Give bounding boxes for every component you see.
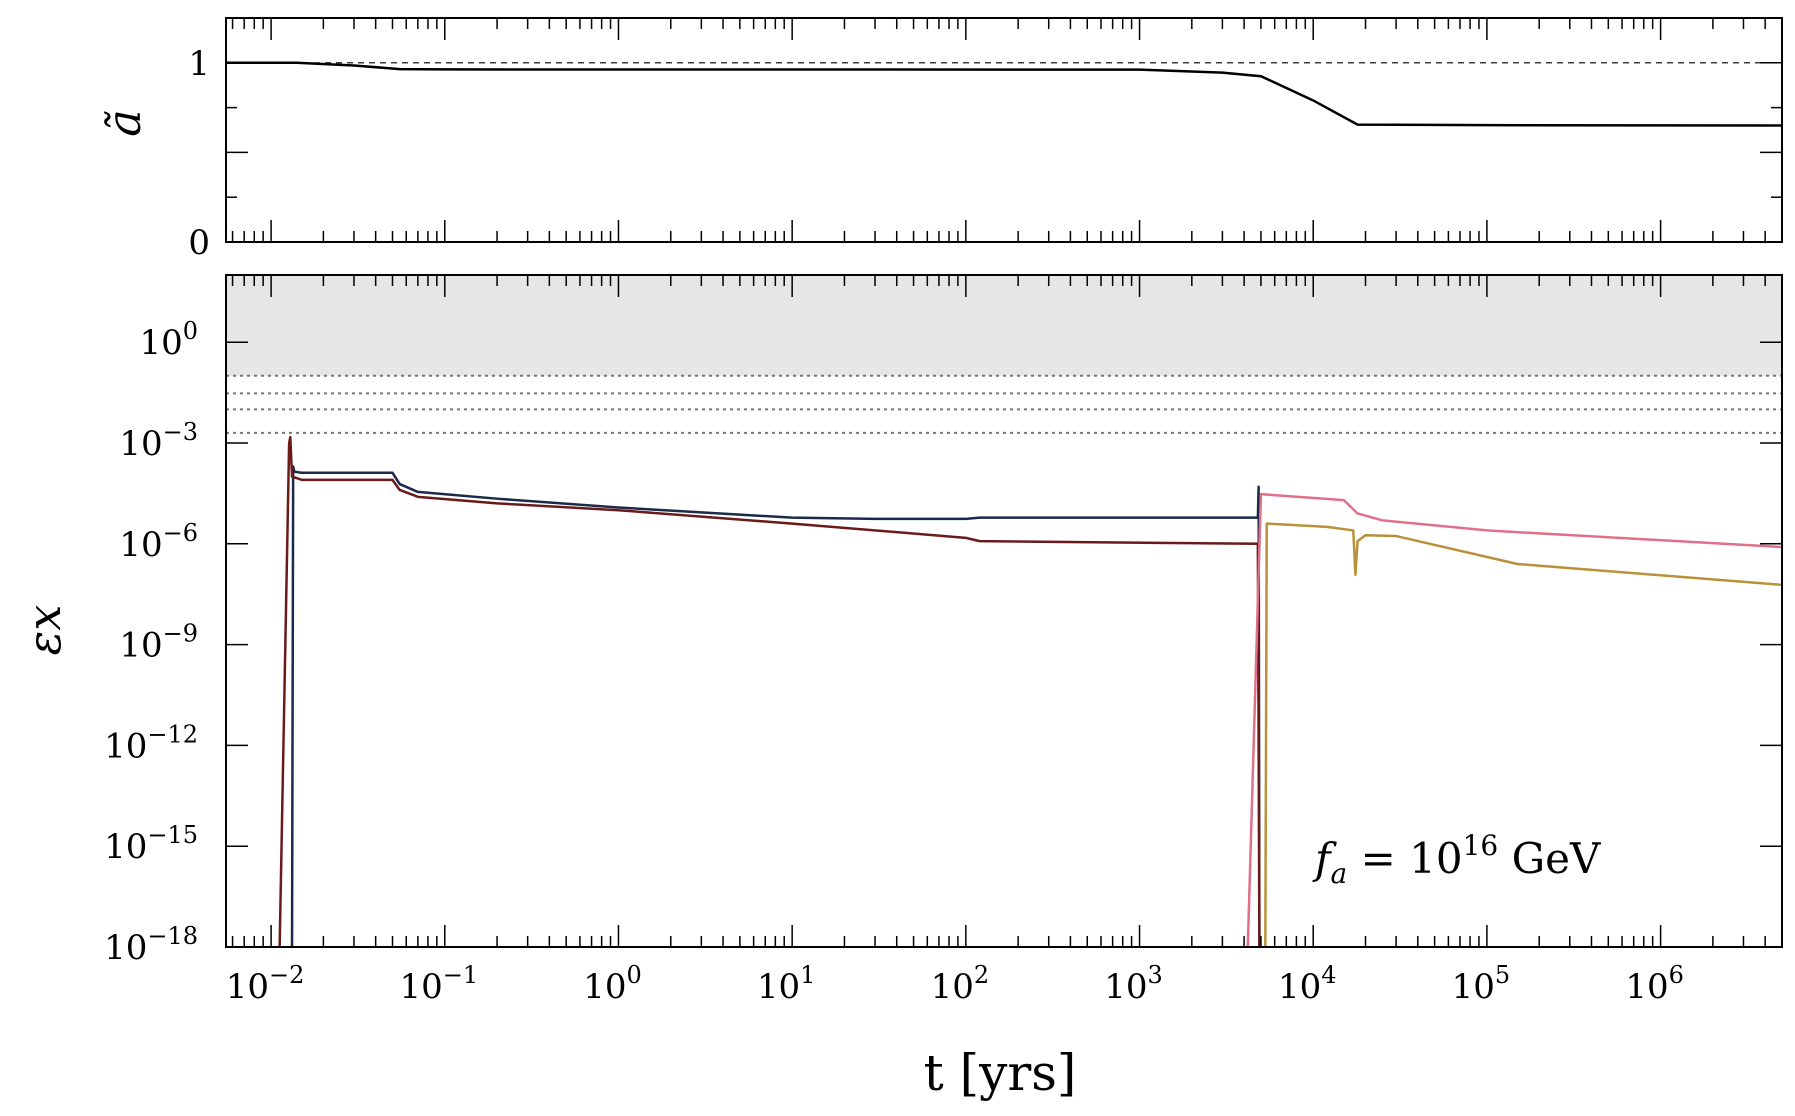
y-tick-label: 10−3 [119, 418, 198, 464]
x-tick-label: 103 [1104, 961, 1163, 1007]
bottom-series-gold [1264, 522, 1782, 947]
shaded-excluded-band [226, 275, 1782, 376]
y-tick-label: 10−18 [104, 922, 198, 968]
bottom-series-pink [1246, 492, 1782, 947]
x-tick-label: 105 [1452, 961, 1511, 1007]
x-tick-label: 104 [1278, 961, 1337, 1007]
x-axis-label: t [yrs] [924, 1044, 1077, 1102]
top-x-ticks [231, 18, 1783, 242]
top-series-spin [226, 61, 1782, 127]
top-y-tick-label: 1 [188, 44, 210, 84]
bottom-series-navy [290, 465, 1261, 947]
x-tick-label: 101 [757, 961, 816, 1007]
bottom-x-ticks: 10−2 10−1 100 101 102 103 104 105 106 [226, 275, 1783, 1007]
bottom-dotted-lines [226, 374, 1782, 434]
bottom-y-ticks: 100 10−3 10−6 10−9 10−12 10−15 10−18 [104, 317, 1782, 968]
bottom-axes-frame [225, 274, 1783, 948]
fa-annotation-sub: a [1331, 857, 1348, 890]
y-tick-label: 10−9 [119, 620, 198, 666]
bottom-series-group [278, 435, 1782, 947]
bottom-series-maroon [278, 435, 1261, 947]
top-axes-frame [225, 17, 1783, 243]
fa-annotation-eq: = 10 [1347, 834, 1462, 883]
top-y-ticks: 01 [188, 44, 1782, 263]
x-tick-label: 10−1 [399, 961, 478, 1007]
fa-annotation-unit: GeV [1498, 834, 1601, 883]
y-tick-label: 100 [139, 317, 198, 363]
y-tick-label: 10−6 [119, 519, 198, 565]
fa-annotation: fa = 1016 GeV [1312, 829, 1601, 890]
bottom-panel: 10−2 10−1 100 101 102 103 104 105 106 100 10−3 10−… [17, 274, 1783, 1102]
top-y-tick-label: 0 [188, 223, 210, 263]
x-tick-label: 10−2 [226, 961, 305, 1007]
top-panel: 01 ã [97, 17, 1783, 263]
x-tick-label: 106 [1625, 961, 1684, 1007]
y-tick-label: 10−12 [104, 720, 198, 766]
x-tick-label: 100 [583, 961, 642, 1007]
y-tick-label: 10−15 [104, 821, 198, 867]
top-y-axis-label: ã [97, 109, 151, 136]
bottom-y-axis-label: εx [17, 605, 71, 656]
top-series-group [226, 61, 1782, 127]
x-tick-label: 102 [931, 961, 990, 1007]
bottom-shaded-region [226, 275, 1782, 376]
fa-annotation-exp: 16 [1463, 829, 1499, 862]
